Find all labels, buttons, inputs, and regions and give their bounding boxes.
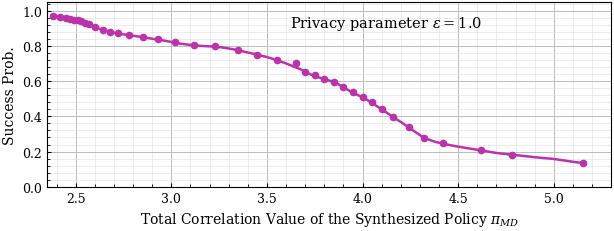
Point — [329, 80, 339, 84]
Point — [419, 136, 429, 140]
Point — [367, 100, 377, 104]
Point — [61, 17, 71, 21]
Point — [170, 41, 180, 45]
Point — [388, 116, 398, 119]
Point — [507, 154, 517, 157]
Point — [578, 161, 588, 165]
Point — [138, 36, 147, 40]
Point — [291, 62, 301, 66]
Point — [233, 49, 243, 52]
Y-axis label: Success Prob.: Success Prob. — [3, 46, 17, 144]
Point — [300, 71, 310, 74]
Text: Privacy parameter $\epsilon = 1.0$: Privacy parameter $\epsilon = 1.0$ — [290, 15, 482, 33]
X-axis label: Total Correlation Value of the Synthesized Policy $\pi_{MD}$: Total Correlation Value of the Synthesiz… — [139, 210, 519, 228]
Point — [80, 22, 90, 25]
Point — [476, 148, 486, 152]
Point — [211, 45, 220, 49]
Point — [84, 23, 94, 27]
Point — [72, 19, 82, 23]
Point — [65, 18, 75, 22]
Point — [319, 78, 329, 82]
Point — [403, 126, 413, 130]
Point — [358, 96, 368, 100]
Point — [348, 90, 358, 94]
Point — [48, 15, 58, 19]
Point — [338, 86, 348, 90]
Point — [90, 26, 100, 30]
Point — [125, 34, 134, 38]
Point — [69, 19, 79, 22]
Point — [252, 54, 262, 57]
Point — [153, 38, 163, 41]
Point — [310, 74, 320, 78]
Point — [55, 16, 65, 20]
Point — [377, 108, 387, 112]
Point — [271, 59, 281, 63]
Point — [113, 33, 123, 36]
Point — [98, 29, 107, 33]
Point — [77, 20, 87, 24]
Point — [105, 31, 115, 34]
Point — [189, 44, 199, 48]
Point — [438, 142, 448, 146]
